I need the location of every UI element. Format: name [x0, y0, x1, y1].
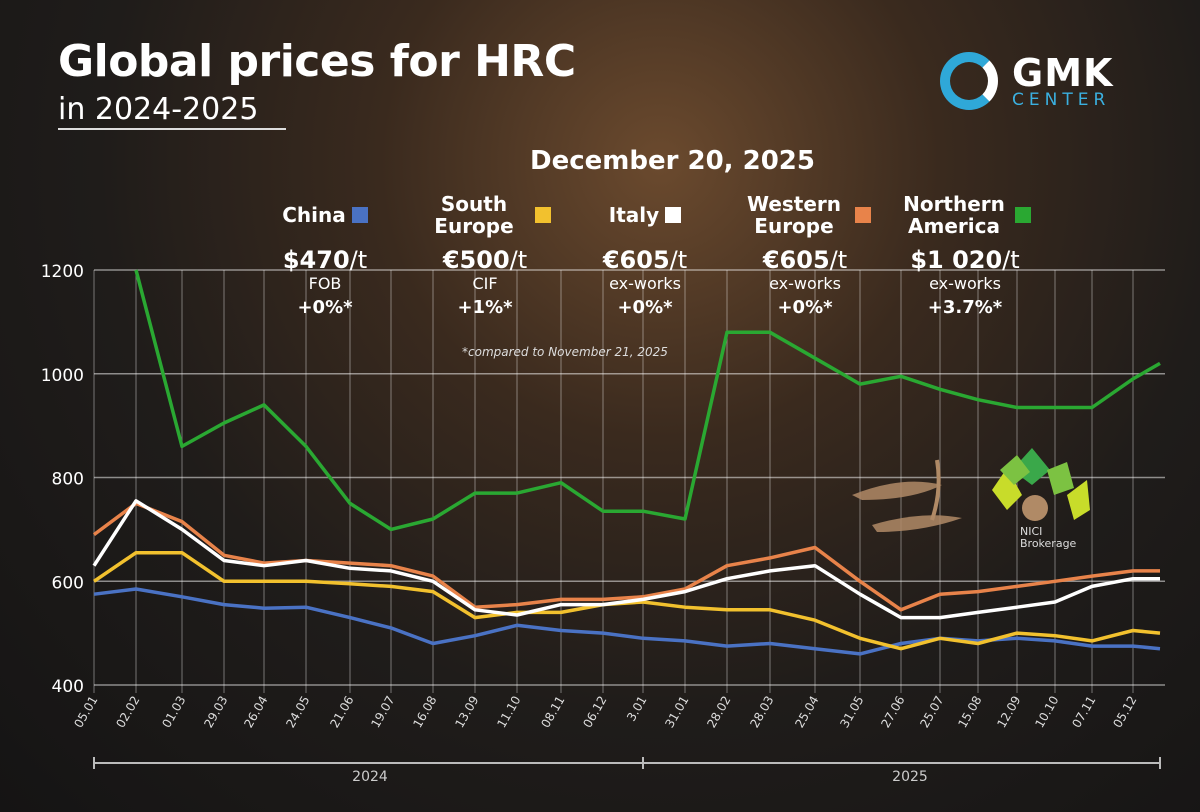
nici-sub: Brokerage: [1020, 537, 1077, 551]
nici-watermark-logo: NICI Brokerage: [842, 440, 1092, 560]
series-line-china: [93, 587, 1161, 656]
legend-label: South Europe: [434, 192, 514, 238]
y-tick-label: 1200: [41, 262, 84, 282]
legend-change: +0%*: [777, 297, 833, 318]
year-label: 2025: [892, 769, 928, 785]
legend-basis: CIF: [472, 274, 498, 293]
legend-item-italy: Italy €605/t ex-works +0%*: [560, 190, 730, 318]
legend-basis: ex-works: [769, 274, 841, 293]
x-tick-label: 3.01: [624, 694, 649, 724]
legend-label: Italy: [608, 203, 660, 227]
logo-sub: CENTER: [1012, 89, 1111, 110]
y-tick-label: 1000: [41, 366, 84, 386]
legend-swatch-icon: [855, 207, 871, 223]
legend-label: China: [282, 203, 346, 227]
page-subtitle: in 2024-2025: [58, 92, 259, 127]
x-tick-label: 31.05: [837, 694, 866, 731]
year-label: 2024: [352, 769, 388, 785]
x-tick-label: 07.11: [1069, 694, 1098, 731]
x-tick-label: 25.04: [792, 694, 821, 731]
x-tick-label: 29.03: [201, 694, 230, 731]
legend-price: $470: [282, 246, 350, 274]
x-tick-label: 31.01: [662, 694, 691, 731]
series-line-south-europe: [93, 550, 1161, 651]
y-tick-label: 400: [52, 677, 84, 697]
y-tick-label: 800: [52, 470, 84, 490]
legend-change: +1%*: [457, 297, 513, 318]
legend-item-northern-america: Northern America $1 020/t ex-works +3.7%…: [880, 190, 1050, 318]
x-tick-label: 16.08: [410, 694, 439, 731]
x-tick-label: 15.08: [955, 694, 984, 731]
report-date: December 20, 2025: [530, 146, 815, 176]
x-tick-label: 28.02: [704, 694, 733, 731]
legend-label: Northern America: [903, 192, 1005, 238]
legend-swatch-icon: [1015, 207, 1031, 223]
y-tick-label: 600: [52, 573, 84, 593]
legend-unit: /t: [1002, 246, 1020, 274]
legend-item-china: China $470/t FOB +0%*: [240, 190, 410, 318]
page-title: Global prices for HRC: [58, 36, 576, 87]
x-tick-label: 02.02: [113, 694, 142, 731]
legend-swatch-icon: [665, 207, 682, 223]
legend-swatch-icon: [351, 207, 368, 223]
gmk-logo: GMK CENTER: [940, 52, 1113, 110]
x-tick-label: 12.09: [994, 694, 1023, 731]
footnote: *compared to November 21, 2025: [462, 345, 668, 359]
legend-price: $1 020: [910, 246, 1003, 274]
legend-basis: FOB: [308, 274, 342, 293]
legend-label: Western Europe: [746, 192, 842, 238]
legend-unit: /t: [669, 246, 688, 274]
legend-price: €605: [602, 246, 670, 274]
x-tick-label: 19.07: [368, 694, 397, 731]
x-tick-label: 05.01: [71, 694, 100, 731]
legend-swatch-icon: [535, 207, 551, 223]
legend-basis: ex-works: [609, 274, 681, 293]
legend-change: +0%*: [297, 297, 353, 318]
gmk-ring-icon: [940, 52, 998, 110]
x-tick-label: 24.05: [283, 694, 312, 731]
legend-item-western-europe: Western Europe €605/t ex-works +0%*: [720, 190, 890, 318]
logo-main: GMK: [1012, 50, 1114, 95]
x-tick-label: 06.12: [580, 694, 609, 731]
x-tick-label: 10.10: [1032, 694, 1061, 731]
x-tick-label: 28.03: [747, 694, 776, 731]
x-tick-label: 13.09: [452, 694, 481, 731]
series-line-italy: [92, 499, 1160, 620]
x-tick-label: 25.07: [917, 694, 946, 731]
legend-unit: /t: [829, 246, 848, 274]
nici-brand: NICI: [1020, 525, 1043, 538]
x-tick-label: 26.04: [241, 694, 270, 731]
legend-change: +3.7%*: [927, 297, 1003, 318]
x-tick-label: 21.06: [327, 694, 356, 731]
x-tick-label: 08.11: [538, 694, 567, 731]
legend-unit: /t: [349, 246, 368, 274]
legend-basis: ex-works: [929, 274, 1001, 293]
nici-emblem-icon: [852, 448, 1090, 532]
legend-change: +0%*: [617, 297, 673, 318]
legend-price: €500: [442, 246, 510, 274]
subtitle-underline: [58, 128, 286, 130]
nici-text: NICI Brokerage: [1020, 525, 1077, 551]
legend-price: €605: [762, 246, 830, 274]
series-line-northern-america: [134, 269, 1161, 532]
x-tick-label: 05.12: [1110, 694, 1139, 731]
x-tick-label: 01.03: [159, 694, 188, 731]
x-tick-label: 11.10: [494, 694, 523, 731]
x-tick-label: 27.06: [878, 694, 907, 731]
legend-unit: /t: [509, 246, 528, 274]
legend-item-south-europe: South Europe €500/t CIF +1%*: [400, 190, 570, 318]
